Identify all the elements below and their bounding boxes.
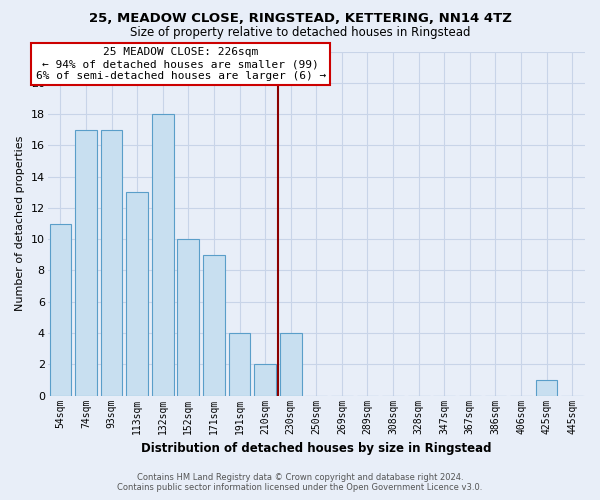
Text: Contains HM Land Registry data © Crown copyright and database right 2024.
Contai: Contains HM Land Registry data © Crown c… xyxy=(118,473,482,492)
X-axis label: Distribution of detached houses by size in Ringstead: Distribution of detached houses by size … xyxy=(141,442,491,455)
Bar xyxy=(203,255,225,396)
Bar xyxy=(178,239,199,396)
Bar xyxy=(75,130,97,396)
Bar xyxy=(101,130,122,396)
Text: Size of property relative to detached houses in Ringstead: Size of property relative to detached ho… xyxy=(130,26,470,39)
Bar xyxy=(126,192,148,396)
Y-axis label: Number of detached properties: Number of detached properties xyxy=(15,136,25,312)
Bar xyxy=(50,224,71,396)
Bar xyxy=(536,380,557,396)
Bar xyxy=(152,114,173,396)
Bar xyxy=(280,333,302,396)
Bar xyxy=(229,333,250,396)
Bar xyxy=(254,364,276,396)
Text: 25, MEADOW CLOSE, RINGSTEAD, KETTERING, NN14 4TZ: 25, MEADOW CLOSE, RINGSTEAD, KETTERING, … xyxy=(89,12,511,26)
Text: 25 MEADOW CLOSE: 226sqm
← 94% of detached houses are smaller (99)
6% of semi-det: 25 MEADOW CLOSE: 226sqm ← 94% of detache… xyxy=(35,48,326,80)
